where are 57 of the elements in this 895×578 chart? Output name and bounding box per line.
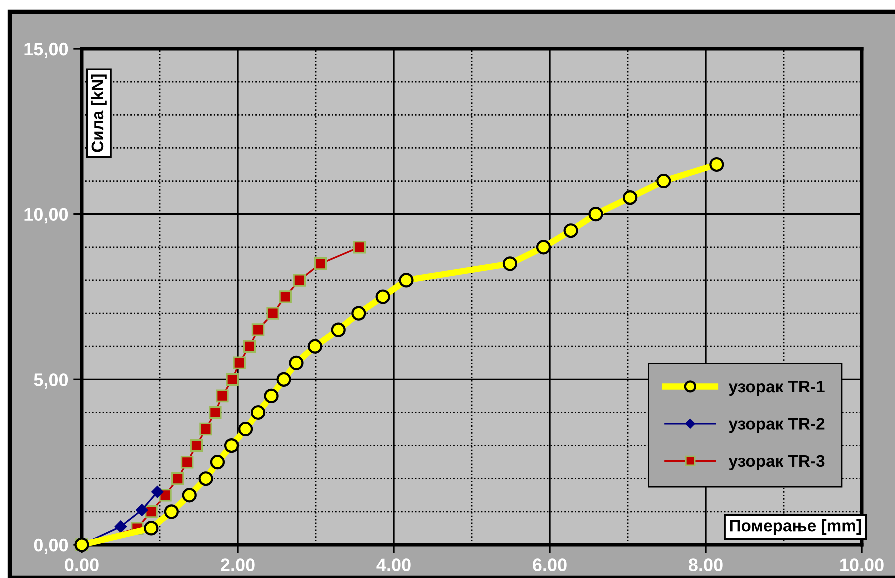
legend-label: узорак TR-1 [728,381,825,396]
point [710,157,724,172]
point [352,306,366,321]
point [331,322,346,338]
legend-label: узорак TR-2 [728,418,825,434]
point [164,504,179,520]
point [190,439,204,452]
point [314,258,328,270]
y-tick-label: 5,00 [34,374,68,390]
point [151,486,164,498]
point [210,455,226,470]
point [216,390,229,403]
point [623,190,638,206]
y-tick-label: 0,00 [34,538,68,554]
point [145,506,158,518]
point [279,290,292,304]
point [276,372,292,387]
point [226,373,239,386]
point [233,356,246,370]
point [289,356,304,370]
point [588,207,604,222]
point [224,438,240,454]
point [172,472,184,486]
point [564,224,578,238]
legend-label: узорак TR-3 [728,455,825,470]
point [208,406,222,420]
point [182,488,197,503]
point [536,240,552,255]
point [252,324,265,336]
point [136,504,148,517]
point [308,339,323,354]
point [200,422,212,436]
x-tick-label: 4.00 [376,558,411,572]
point [180,456,194,469]
point [502,256,518,272]
y-axis-title: Сила [kN] [91,74,107,152]
point [656,174,672,189]
point [144,521,159,536]
point [114,520,128,534]
x-tick-label: 0.00 [65,558,99,572]
x-axis-title: Померање [mm] [730,520,862,536]
point [399,273,414,288]
point [238,422,254,437]
point [250,405,266,420]
x-tick-label: 6.00 [533,558,567,572]
point [376,290,390,304]
point [266,307,280,320]
point [353,241,366,254]
y-tick-label: 10,00 [24,208,68,224]
x-tick-label: 8.00 [689,558,723,572]
point [264,388,279,404]
y-tick-label: 15,00 [24,42,68,58]
point [293,274,306,287]
x-tick-label: 2.00 [221,558,255,572]
point [243,340,256,353]
point [198,472,214,486]
x-tick-label: 10.00 [840,558,884,572]
